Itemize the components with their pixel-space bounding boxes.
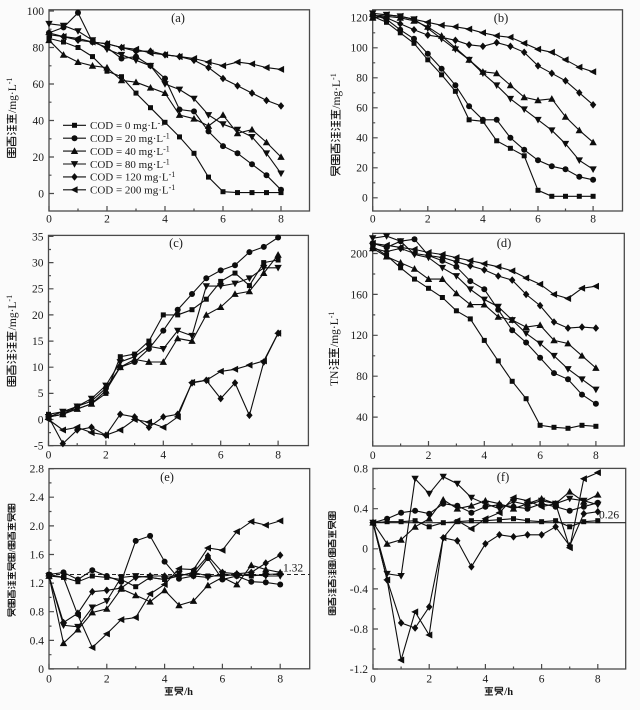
svg-text:30: 30 [32,258,44,270]
svg-text:0: 0 [362,544,368,556]
svg-text:COD = 40 mg·L-1: COD = 40 mg·L-1 [90,144,170,158]
svg-text:0: 0 [38,414,44,426]
svg-text:4: 4 [481,450,487,462]
svg-text:(f): (f) [497,470,510,484]
svg-text:4: 4 [160,450,166,462]
svg-text:20: 20 [33,152,45,164]
svg-text:/mg·L-1: /mg·L-1 [5,295,19,330]
svg-text:100: 100 [350,43,368,55]
svg-text:(b): (b) [494,11,509,25]
svg-text:40: 40 [33,115,45,127]
svg-text:2: 2 [425,214,431,226]
svg-text:4: 4 [162,673,168,685]
svg-text:0: 0 [46,673,52,685]
svg-text:0: 0 [38,664,44,676]
svg-text:80: 80 [356,73,368,85]
svg-text:6: 6 [220,214,226,226]
svg-text:-5: -5 [34,441,44,453]
svg-text:8: 8 [275,450,281,462]
svg-text:6: 6 [537,450,543,462]
svg-text:0: 0 [362,193,368,205]
svg-text:120: 120 [350,13,368,25]
svg-text:2: 2 [104,673,110,685]
svg-text:6: 6 [220,673,226,685]
svg-text:COD = 200 mg·L-1: COD = 200 mg·L-1 [90,183,175,197]
svg-text:0.8: 0.8 [354,464,369,476]
svg-text:0.8: 0.8 [30,607,45,619]
svg-text:/mg·L-1: /mg·L-1 [5,78,19,113]
svg-text:0: 0 [370,450,376,462]
svg-text:4: 4 [483,674,489,686]
svg-text:60: 60 [33,79,45,91]
svg-text:0.4: 0.4 [30,635,45,647]
svg-text:(e): (e) [160,470,174,484]
svg-text:2.0: 2.0 [30,521,45,533]
svg-text:1.32: 1.32 [283,563,303,575]
svg-text:-0.8: -0.8 [350,624,368,636]
svg-text:80: 80 [356,371,368,383]
svg-text:0: 0 [46,214,52,226]
svg-text:2: 2 [426,674,432,686]
svg-text:8: 8 [595,674,601,686]
svg-text:60: 60 [356,103,368,115]
svg-text:0: 0 [38,188,44,200]
svg-text:35: 35 [32,231,44,243]
svg-text:6: 6 [539,674,545,686]
svg-text:8: 8 [593,450,599,462]
svg-text:160: 160 [350,289,368,301]
svg-text:8: 8 [590,214,596,226]
svg-text:0: 0 [46,450,52,462]
svg-text:COD = 20 mg·L-1: COD = 20 mg·L-1 [90,132,170,146]
svg-text:8: 8 [277,673,283,685]
svg-text:8: 8 [278,214,284,226]
svg-text:4: 4 [480,214,486,226]
svg-text:0.26: 0.26 [599,510,619,522]
svg-text:1.2: 1.2 [30,578,45,590]
svg-text:(c): (c) [169,236,183,250]
svg-text:/: / [8,549,18,552]
svg-text:80: 80 [33,42,45,54]
svg-text:25: 25 [32,284,44,296]
svg-text:/mg·L-1: /mg·L-1 [327,312,341,347]
svg-text:TN: TN [329,370,341,386]
svg-text:-0.4: -0.4 [350,584,368,596]
svg-text:40: 40 [356,412,368,424]
svg-text:(d): (d) [497,236,512,250]
svg-text:20: 20 [32,310,44,322]
svg-text:4: 4 [162,214,168,226]
svg-text:0.4: 0.4 [354,504,369,516]
svg-text:0: 0 [370,674,376,686]
svg-text:2.4: 2.4 [30,492,45,504]
svg-text:40: 40 [356,133,368,145]
svg-text:6: 6 [218,450,224,462]
svg-text:(a): (a) [171,11,185,25]
svg-text:2: 2 [103,450,109,462]
svg-text:/h: /h [503,687,513,698]
svg-text:200: 200 [350,248,368,260]
svg-text:COD = 80 mg·L-1: COD = 80 mg·L-1 [90,157,170,171]
svg-text:0: 0 [370,214,376,226]
svg-text:6: 6 [535,214,541,226]
svg-text:1.6: 1.6 [30,549,45,561]
svg-text:/h: /h [183,687,193,698]
svg-text:-1.2: -1.2 [350,664,368,676]
svg-text:2: 2 [426,450,432,462]
svg-text:/: / [329,557,339,560]
svg-text:120: 120 [350,330,368,342]
svg-text:15: 15 [32,336,44,348]
svg-text:/mg·L-1: /mg·L-1 [329,73,343,108]
svg-text:100: 100 [27,6,45,18]
svg-text:2: 2 [104,214,110,226]
svg-text:COD = 0 mg·L-1: COD = 0 mg·L-1 [90,119,164,133]
svg-text:20: 20 [356,163,368,175]
svg-text:5: 5 [38,388,44,400]
svg-text:10: 10 [32,362,44,374]
svg-text:COD = 120 mg·L-1: COD = 120 mg·L-1 [90,170,175,184]
svg-text:2.8: 2.8 [30,464,45,476]
